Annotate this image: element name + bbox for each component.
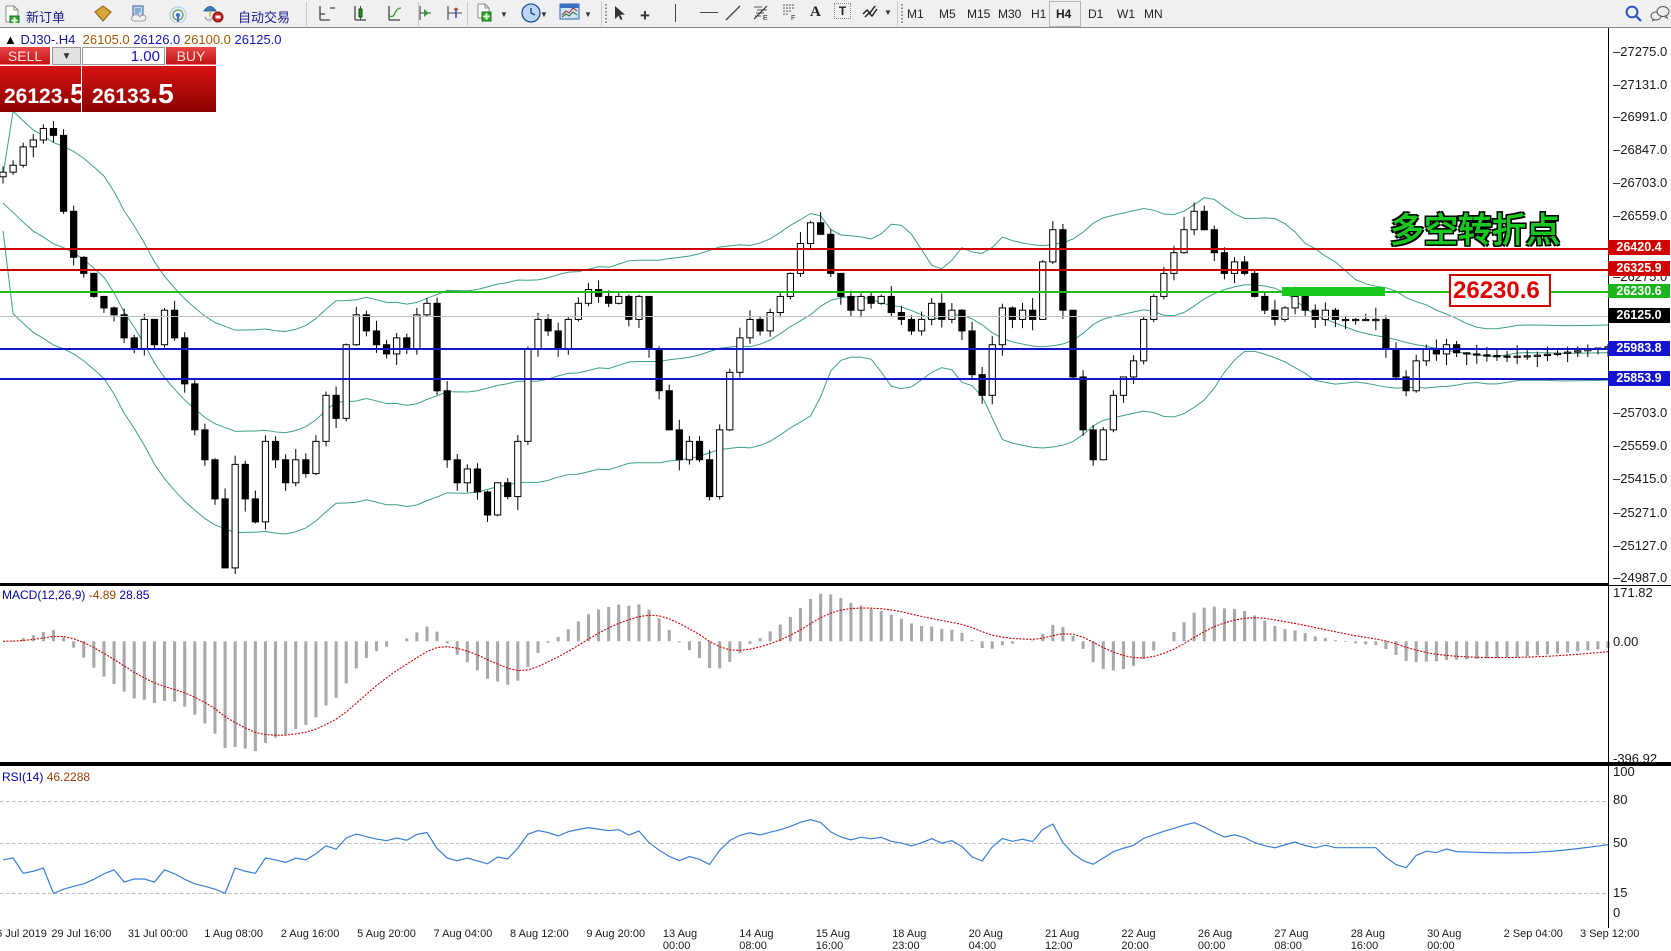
svg-text:F: F [791, 15, 795, 21]
svg-text:E: E [763, 15, 768, 21]
